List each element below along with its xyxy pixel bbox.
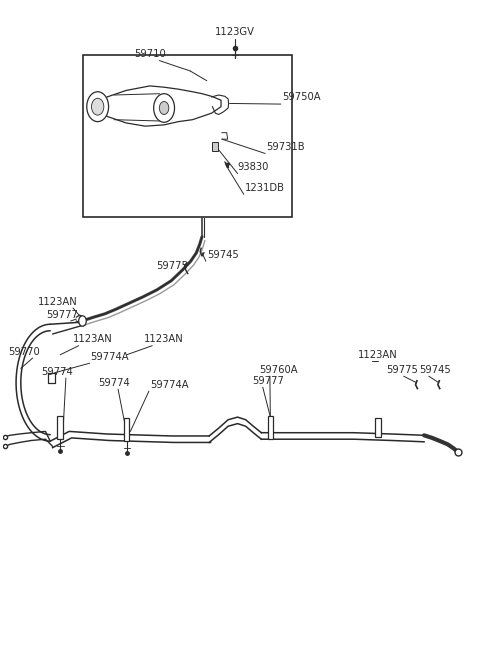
Text: 59745: 59745 [420, 365, 451, 375]
Text: 1123GV: 1123GV [216, 28, 255, 37]
Circle shape [87, 92, 108, 122]
Text: 59760A: 59760A [259, 365, 298, 375]
Bar [267, 417, 273, 440]
Text: 59775: 59775 [386, 365, 418, 375]
Circle shape [79, 316, 86, 326]
Bar [212, 141, 218, 151]
Text: 59745: 59745 [207, 250, 239, 260]
Text: 59774: 59774 [42, 367, 73, 377]
Text: 1123AN: 1123AN [358, 350, 397, 360]
Circle shape [154, 94, 175, 122]
Text: 59774: 59774 [98, 378, 131, 388]
Text: 59774A: 59774A [91, 352, 129, 362]
Text: 59731B: 59731B [266, 142, 305, 152]
Text: 59774A: 59774A [150, 380, 189, 390]
Bar [84, 55, 292, 217]
Text: 59775: 59775 [156, 261, 188, 271]
Circle shape [92, 98, 104, 115]
Bar [124, 418, 130, 441]
Text: 59750A: 59750A [282, 92, 320, 102]
Text: 1123AN: 1123AN [144, 335, 184, 345]
Bar [375, 419, 381, 437]
Text: 93830: 93830 [238, 162, 269, 172]
Bar [57, 417, 63, 440]
Circle shape [159, 102, 169, 115]
Text: 1123AN: 1123AN [38, 297, 78, 307]
Text: 59777: 59777 [47, 310, 78, 320]
Text: 1123AN: 1123AN [73, 335, 113, 345]
Text: 1231DB: 1231DB [245, 183, 285, 193]
Text: 59770: 59770 [9, 346, 40, 357]
Text: 59777: 59777 [252, 376, 284, 386]
Text: 59710: 59710 [135, 49, 167, 60]
